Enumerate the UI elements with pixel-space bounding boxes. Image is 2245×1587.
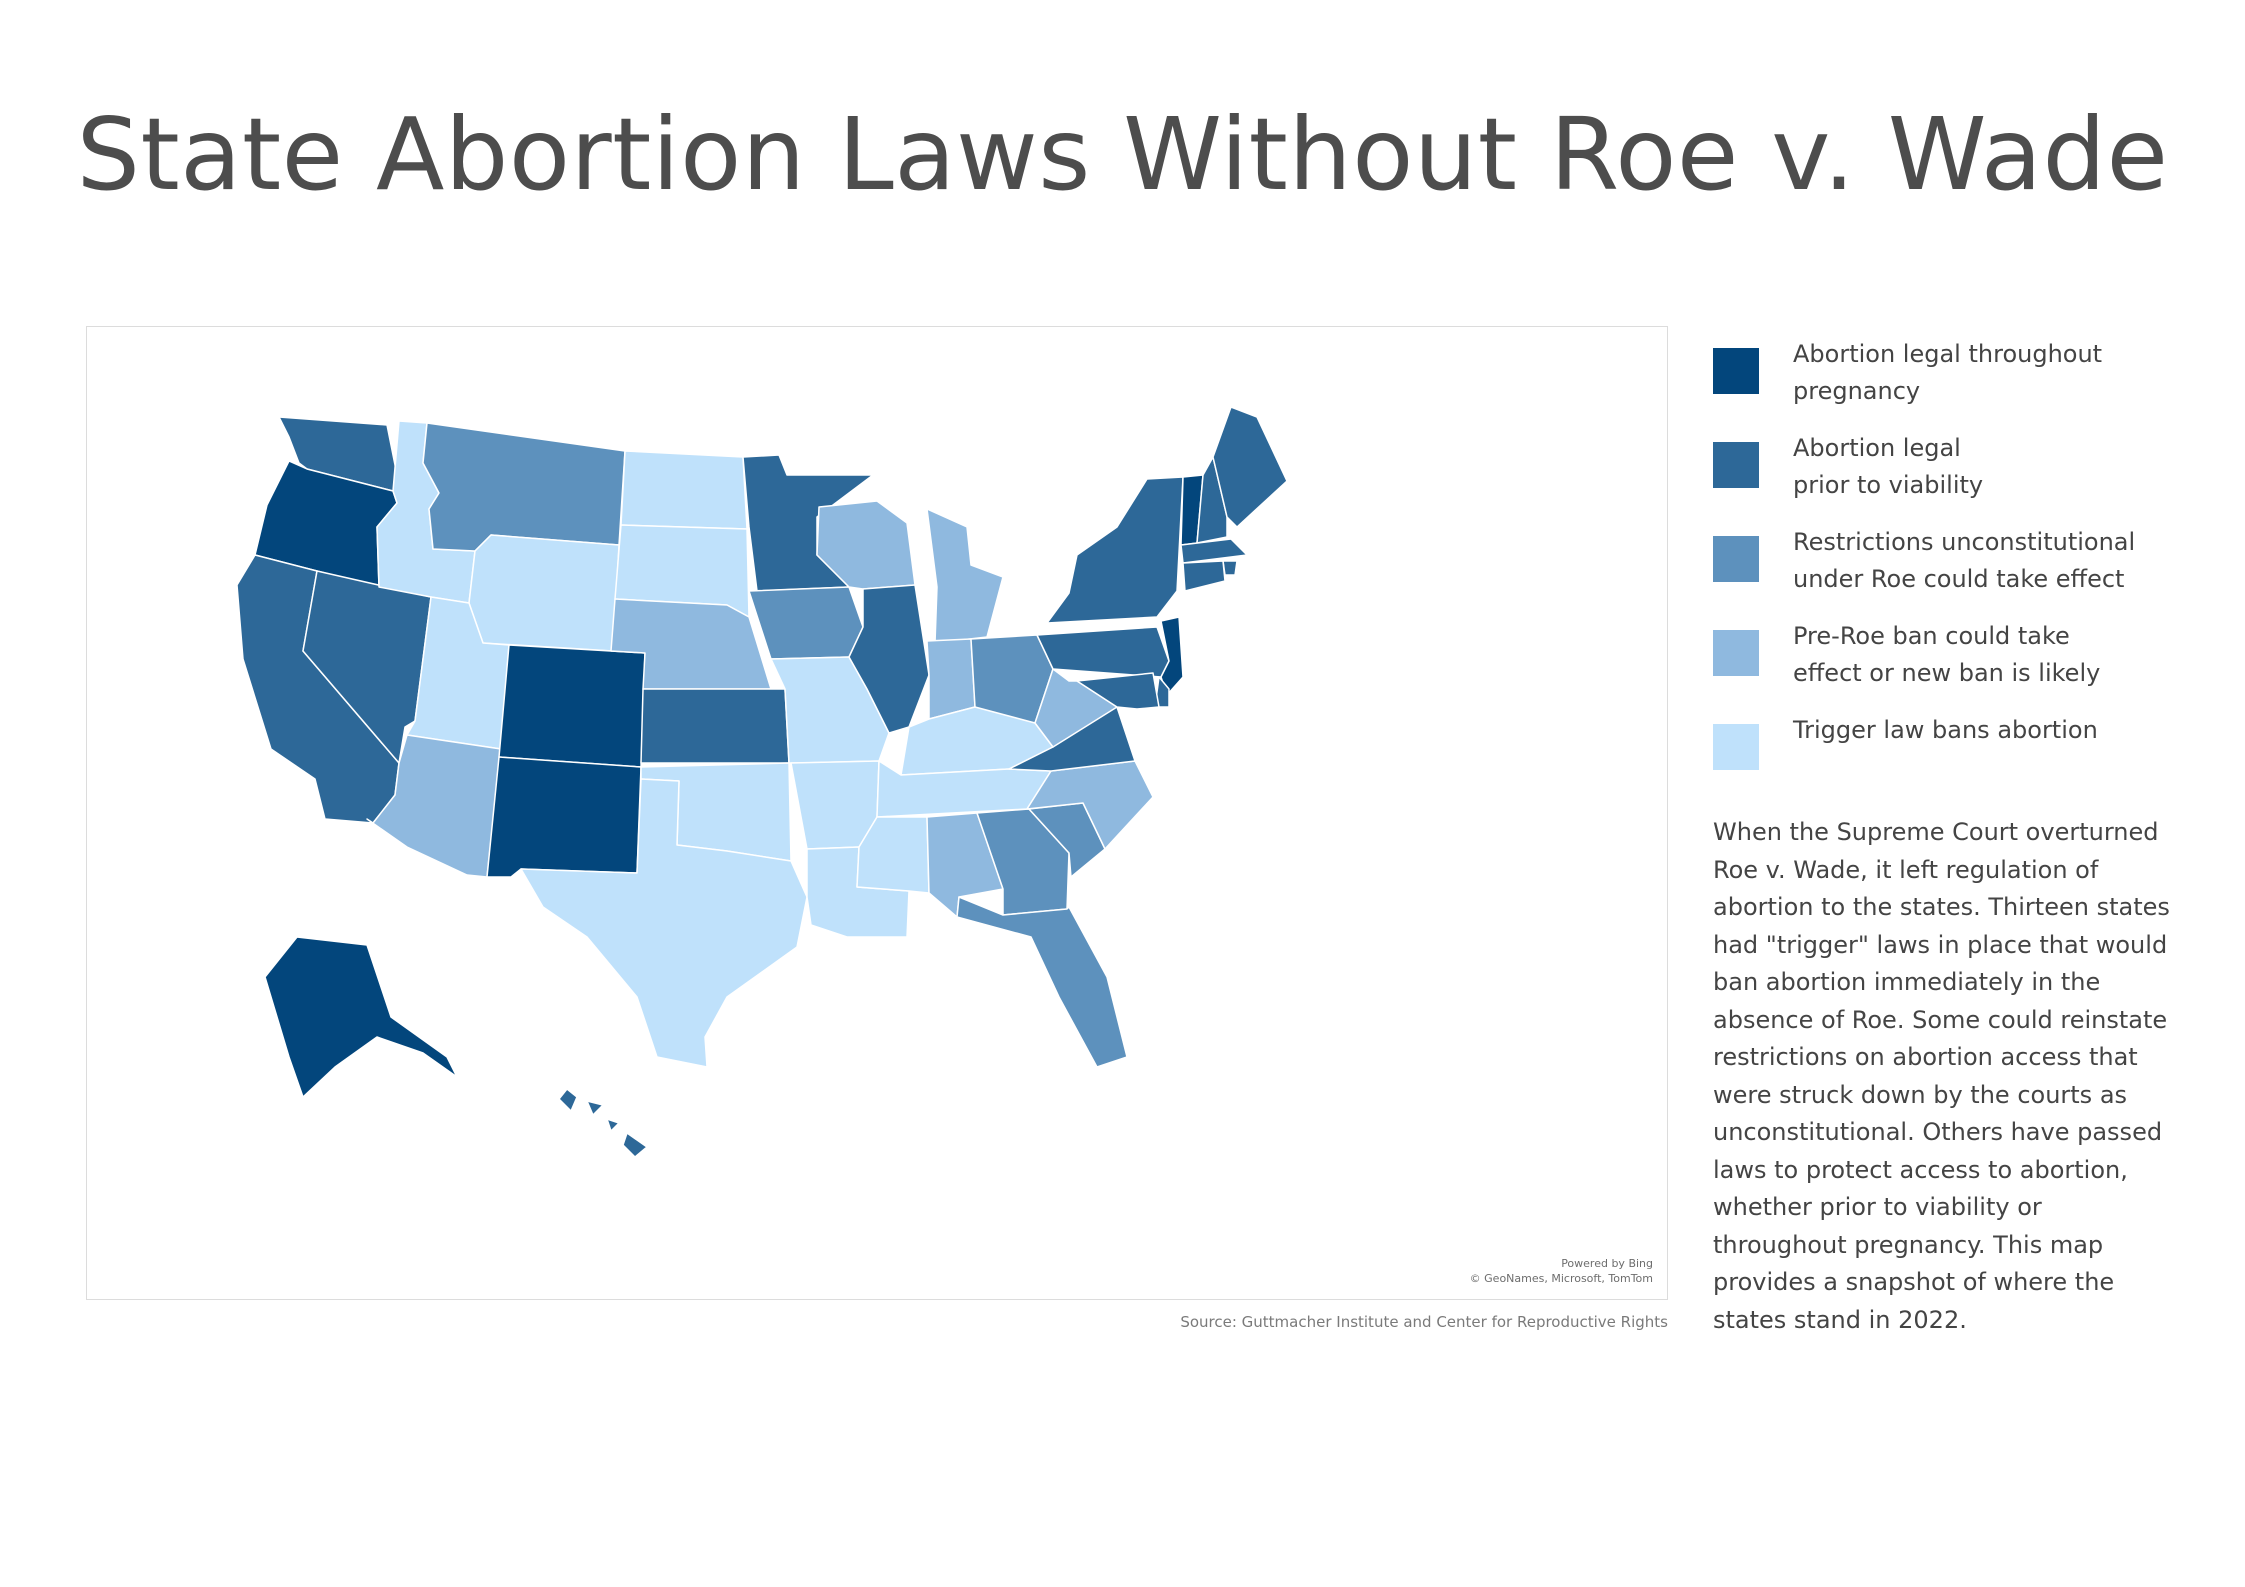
map-attribution: Powered by Bing © GeoNames, Microsoft, T… [1470, 1257, 1653, 1287]
legend-label: Trigger law bans abortion [1793, 712, 2098, 749]
state-nm [486, 756, 642, 878]
state-ct [1182, 560, 1226, 592]
legend-label: Pre-Roe ban could take effect or new ban … [1793, 618, 2100, 692]
us-map [236, 406, 1288, 1158]
state-md [1076, 672, 1160, 710]
map-legend: Abortion legal throughout pregnancy Aborti… [1713, 336, 2173, 806]
state-ak [264, 936, 458, 1098]
description-line: absence of Roe. Some could reinstate [1713, 1005, 2168, 1034]
description-line: When the Supreme Court overturned [1713, 818, 2159, 846]
state-tx [520, 778, 808, 1068]
legend-label: Abortion legal throughout pregnancy [1793, 336, 2102, 410]
attribution-credits: © GeoNames, Microsoft, TomTom [1469, 1272, 1653, 1286]
description-line: states stand in 2022. [1713, 1305, 1967, 1334]
state-ri [1222, 560, 1238, 576]
state-co [498, 644, 646, 768]
description-line: throughout pregnancy. This map [1713, 1230, 2104, 1259]
legend-label-line: Restrictions unconstitutional [1793, 528, 2136, 556]
legend-label-line: pregnancy [1793, 377, 1921, 405]
legend-swatch [1713, 630, 1759, 676]
description-line: whether prior to viability or [1713, 1193, 2042, 1221]
description-text: When the Supreme Court overturned Roe v. … [1713, 814, 2170, 1339]
legend-item: Pre-Roe ban could take effect or new ban … [1713, 618, 2173, 712]
page-title: State Abortion Laws Without Roe v. Wade [76, 96, 2169, 213]
state-ny [1046, 476, 1184, 624]
legend-label-line: effect or new ban is likely [1793, 659, 2101, 687]
description-line: unconstitutional. Others have passed [1713, 1118, 2163, 1146]
legend-swatch [1713, 536, 1759, 582]
description-line: Roe v. Wade, it left regulation of [1713, 855, 2099, 884]
legend-item: Trigger law bans abortion [1713, 712, 2173, 806]
legend-swatch [1713, 348, 1759, 394]
legend-swatch [1713, 724, 1759, 770]
description-line: laws to protect access to abortion, [1713, 1155, 2128, 1184]
legend-item: Restrictions unconstitutional under Roe c… [1713, 524, 2173, 618]
legend-label-line: Abortion legal [1793, 434, 1961, 462]
legend-swatch [1713, 442, 1759, 488]
state-ks [640, 688, 790, 764]
legend-label: Restrictions unconstitutional under Roe c… [1793, 524, 2135, 598]
state-fl [956, 896, 1128, 1068]
description-line: abortion to the states. Thirteen states [1713, 893, 2170, 921]
state-mt [422, 422, 626, 552]
description-line: were struck down by the courts as [1713, 1080, 2128, 1109]
state-ma [1180, 538, 1248, 564]
legend-item: Abortion legal prior to viability [1713, 430, 2173, 524]
state-mn [742, 454, 874, 592]
state-hi [558, 1088, 648, 1158]
state-il [848, 584, 930, 734]
state-me [1212, 406, 1288, 528]
legend-label-line: Trigger law bans abortion [1793, 716, 2098, 744]
description-line: provides a snapshot of where the [1713, 1268, 2115, 1296]
state-in [926, 638, 976, 720]
legend-label-line: Pre-Roe ban could take [1793, 622, 2070, 650]
legend-label-line: prior to viability [1793, 471, 1984, 499]
legend-item: Abortion legal throughout pregnancy [1713, 336, 2173, 430]
legend-label: Abortion legal prior to viability [1793, 430, 1983, 504]
state-ia [748, 586, 864, 660]
state-nh [1196, 456, 1228, 544]
legend-label-line: under Roe could take effect [1793, 565, 2125, 593]
state-mi [926, 508, 1004, 644]
description-line: ban abortion immediately in the [1713, 968, 2101, 996]
legend-label-line: Abortion legal throughout [1793, 340, 2103, 368]
state-nd [620, 450, 748, 530]
state-wy [468, 534, 620, 652]
map-panel: Powered by Bing © GeoNames, Microsoft, T… [86, 326, 1668, 1300]
source-note: Source: Guttmacher Institute and Center … [1180, 1313, 1668, 1331]
state-pa [1036, 626, 1170, 678]
attribution-powered-by: Powered by Bing [1561, 1257, 1653, 1271]
description-line: restrictions on abortion access that [1713, 1043, 2138, 1071]
description-line: had "trigger" laws in place that would [1713, 930, 2168, 959]
